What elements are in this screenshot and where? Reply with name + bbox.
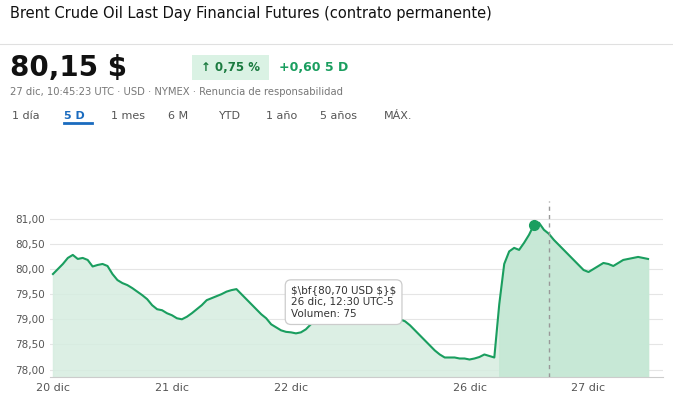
Text: ↑ 0,75 %: ↑ 0,75 % bbox=[201, 61, 260, 74]
Text: MÁX.: MÁX. bbox=[384, 111, 412, 121]
Text: +0,60 5 D: +0,60 5 D bbox=[279, 61, 349, 75]
Text: 6 M: 6 M bbox=[168, 111, 188, 121]
Text: 5 D: 5 D bbox=[64, 111, 85, 121]
Text: 27 dic, 10:45:23 UTC · USD · NYMEX · Renuncia de responsabilidad: 27 dic, 10:45:23 UTC · USD · NYMEX · Ren… bbox=[10, 87, 343, 97]
Text: 1 mes: 1 mes bbox=[111, 111, 145, 121]
Text: YTD: YTD bbox=[219, 111, 241, 121]
Text: 1 año: 1 año bbox=[266, 111, 297, 121]
Text: Brent Crude Oil Last Day Financial Futures (contrato permanente): Brent Crude Oil Last Day Financial Futur… bbox=[10, 6, 492, 21]
Text: $\bf{80,70 USD $}$
26 dic, 12:30 UTC-5
Volumen: 75: $\bf{80,70 USD $}$ 26 dic, 12:30 UTC-5 V… bbox=[291, 286, 396, 319]
Text: 1 día: 1 día bbox=[12, 111, 40, 121]
Text: 5 años: 5 años bbox=[320, 111, 357, 121]
Text: 80,15 $: 80,15 $ bbox=[10, 54, 127, 83]
